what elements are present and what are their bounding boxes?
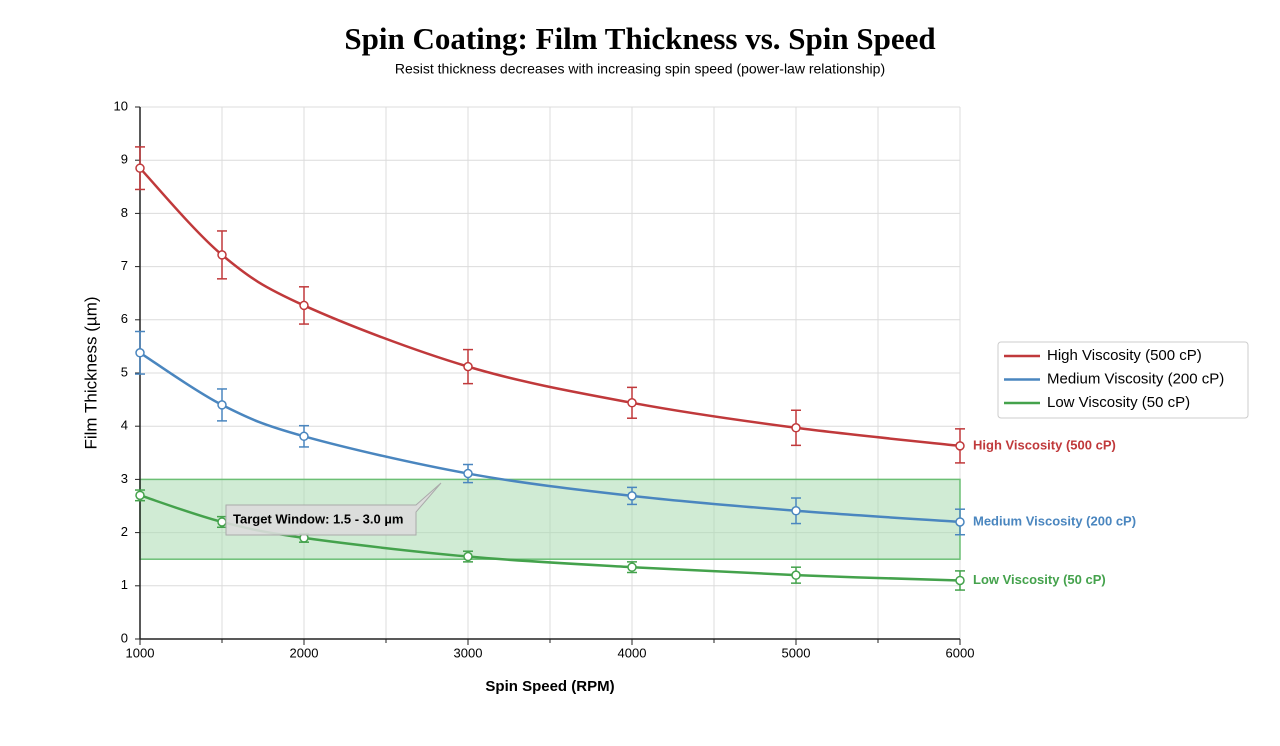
y-tick-label: 10 bbox=[114, 98, 128, 113]
data-point bbox=[791, 423, 801, 433]
x-tick-label: 4000 bbox=[618, 645, 647, 660]
x-tick-label: 6000 bbox=[946, 645, 975, 660]
data-point bbox=[299, 300, 309, 311]
annotation-box bbox=[225, 482, 442, 536]
series-end-label: Medium Viscosity (200 cP) bbox=[973, 513, 1136, 528]
y-tick-label: 7 bbox=[121, 258, 128, 273]
annotation-text: Target Window: 1.5 - 3.0 µm bbox=[233, 511, 403, 526]
legend-label: High Viscosity (500 cP) bbox=[1047, 347, 1202, 364]
y-tick-label: 5 bbox=[121, 364, 128, 379]
data-point bbox=[627, 491, 637, 501]
data-point bbox=[463, 468, 473, 479]
legend-label: Medium Viscosity (200 cP) bbox=[1047, 370, 1224, 387]
data-point bbox=[627, 398, 637, 408]
y-tick-label: 9 bbox=[121, 152, 128, 167]
chart-subtitle: Resist thickness decreases with increasi… bbox=[395, 61, 885, 77]
x-tick-label: 3000 bbox=[454, 645, 483, 660]
data-point bbox=[299, 431, 309, 442]
y-tick-label: 6 bbox=[121, 311, 128, 326]
data-point bbox=[955, 441, 965, 451]
y-axis-label: Film Thickness (µm) bbox=[81, 296, 100, 449]
x-tick-label: 5000 bbox=[782, 645, 811, 660]
data-point bbox=[135, 490, 145, 501]
data-point bbox=[135, 163, 145, 173]
series-end-label: High Viscosity (500 cP) bbox=[973, 437, 1116, 452]
data-point bbox=[791, 506, 801, 516]
y-tick-label: 2 bbox=[121, 524, 128, 539]
data-point bbox=[791, 570, 801, 580]
x-axis-label: Spin Speed (RPM) bbox=[485, 678, 614, 695]
data-point bbox=[463, 361, 473, 372]
data-point bbox=[217, 517, 227, 527]
chart-title: Spin Coating: Film Thickness vs. Spin Sp… bbox=[344, 21, 935, 56]
data-point bbox=[955, 575, 965, 586]
legend-box bbox=[997, 341, 1249, 419]
x-tick-label: 2000 bbox=[290, 645, 319, 660]
y-tick-label: 0 bbox=[121, 630, 128, 645]
x-tick-label: 1000 bbox=[126, 645, 155, 660]
y-tick-label: 8 bbox=[121, 205, 128, 220]
y-tick-label: 1 bbox=[121, 577, 128, 592]
legend-label: Low Viscosity (50 cP) bbox=[1047, 394, 1190, 411]
data-point bbox=[627, 562, 637, 572]
data-point bbox=[217, 400, 227, 410]
data-point bbox=[135, 348, 145, 358]
y-tick-label: 4 bbox=[121, 418, 128, 433]
series-end-label: Low Viscosity (50 cP) bbox=[973, 572, 1106, 587]
data-point bbox=[955, 517, 965, 527]
data-point bbox=[217, 250, 227, 260]
data-point bbox=[463, 551, 473, 562]
y-tick-label: 3 bbox=[121, 471, 128, 486]
